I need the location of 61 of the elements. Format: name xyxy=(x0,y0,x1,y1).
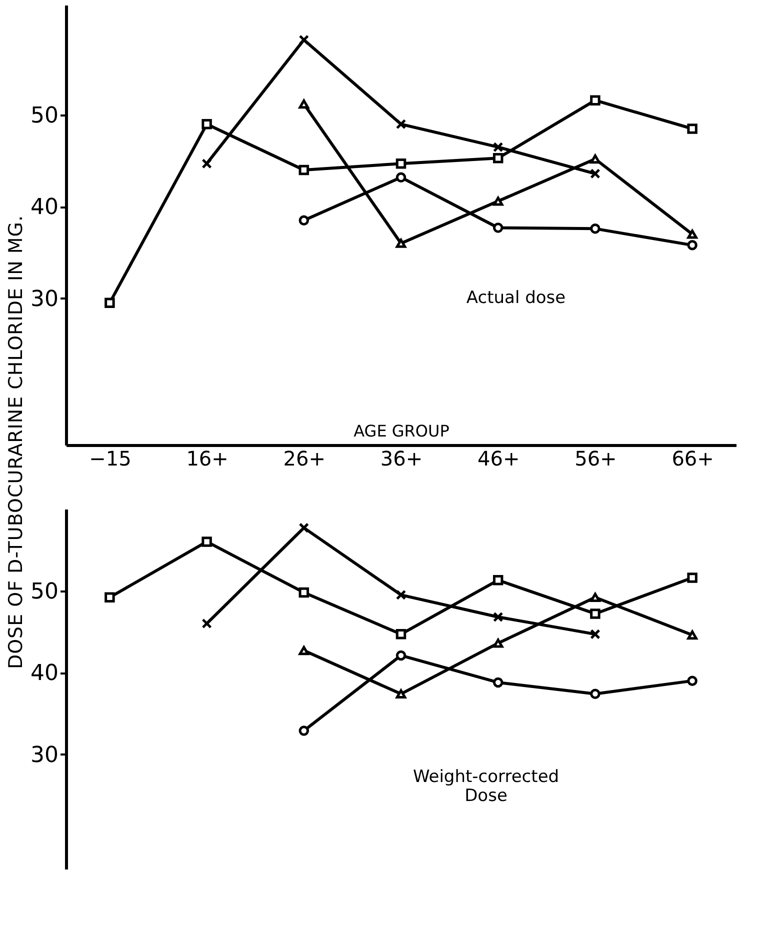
x-tick-label: 26+ xyxy=(283,446,326,470)
point xyxy=(202,158,212,169)
point xyxy=(298,726,310,736)
x-tick-label: 16+ xyxy=(186,446,228,470)
point xyxy=(396,158,406,169)
point xyxy=(687,572,698,583)
point xyxy=(298,34,310,45)
point xyxy=(687,676,698,686)
point xyxy=(590,608,600,619)
point xyxy=(687,240,698,250)
y-tick-label: 50 xyxy=(30,104,58,128)
x-axis-title: AGE GROUP xyxy=(354,422,450,440)
point xyxy=(104,298,115,308)
point xyxy=(590,154,600,164)
point xyxy=(396,590,406,600)
x-tick-label: 66+ xyxy=(672,446,714,470)
y-axis-title: DOSE OF D-TUBOCURARINE CHLORIDE IN MG. xyxy=(5,214,27,670)
y-tick-label: 40 xyxy=(30,661,58,686)
point xyxy=(590,688,600,700)
point xyxy=(492,612,504,622)
point xyxy=(396,172,406,182)
point xyxy=(298,215,310,226)
point xyxy=(298,164,310,176)
annotation: Weight-corrected Dose xyxy=(412,767,560,806)
point xyxy=(298,99,310,109)
point xyxy=(590,592,600,602)
point xyxy=(492,677,504,688)
point xyxy=(298,522,310,533)
point xyxy=(590,95,600,106)
annotation: Actual dose xyxy=(466,288,566,308)
point xyxy=(104,592,115,602)
point xyxy=(687,630,698,640)
x-tick-label: −15 xyxy=(89,446,132,470)
point xyxy=(298,587,310,598)
y-tick-label: 30 xyxy=(30,286,58,312)
point xyxy=(396,689,406,699)
point xyxy=(396,650,406,661)
point xyxy=(492,196,504,206)
point xyxy=(492,222,504,233)
point xyxy=(396,629,406,640)
point xyxy=(590,629,600,640)
point xyxy=(492,142,504,152)
x-tick-label: 36+ xyxy=(380,446,423,470)
y-tick-label: 30 xyxy=(30,742,58,768)
point xyxy=(396,238,406,248)
point xyxy=(202,119,212,130)
x-tick-label: 46+ xyxy=(477,446,520,470)
point xyxy=(590,224,600,234)
point xyxy=(492,638,504,648)
point xyxy=(687,230,698,239)
point xyxy=(687,124,698,134)
point xyxy=(590,168,600,179)
point xyxy=(298,646,310,656)
y-tick-label: 40 xyxy=(30,195,58,220)
y-tick-label: 50 xyxy=(30,579,58,604)
point xyxy=(202,536,212,547)
x-tick-label: 56+ xyxy=(574,446,617,470)
point xyxy=(492,575,504,586)
point xyxy=(396,119,406,130)
point xyxy=(202,618,212,629)
point xyxy=(492,152,504,164)
